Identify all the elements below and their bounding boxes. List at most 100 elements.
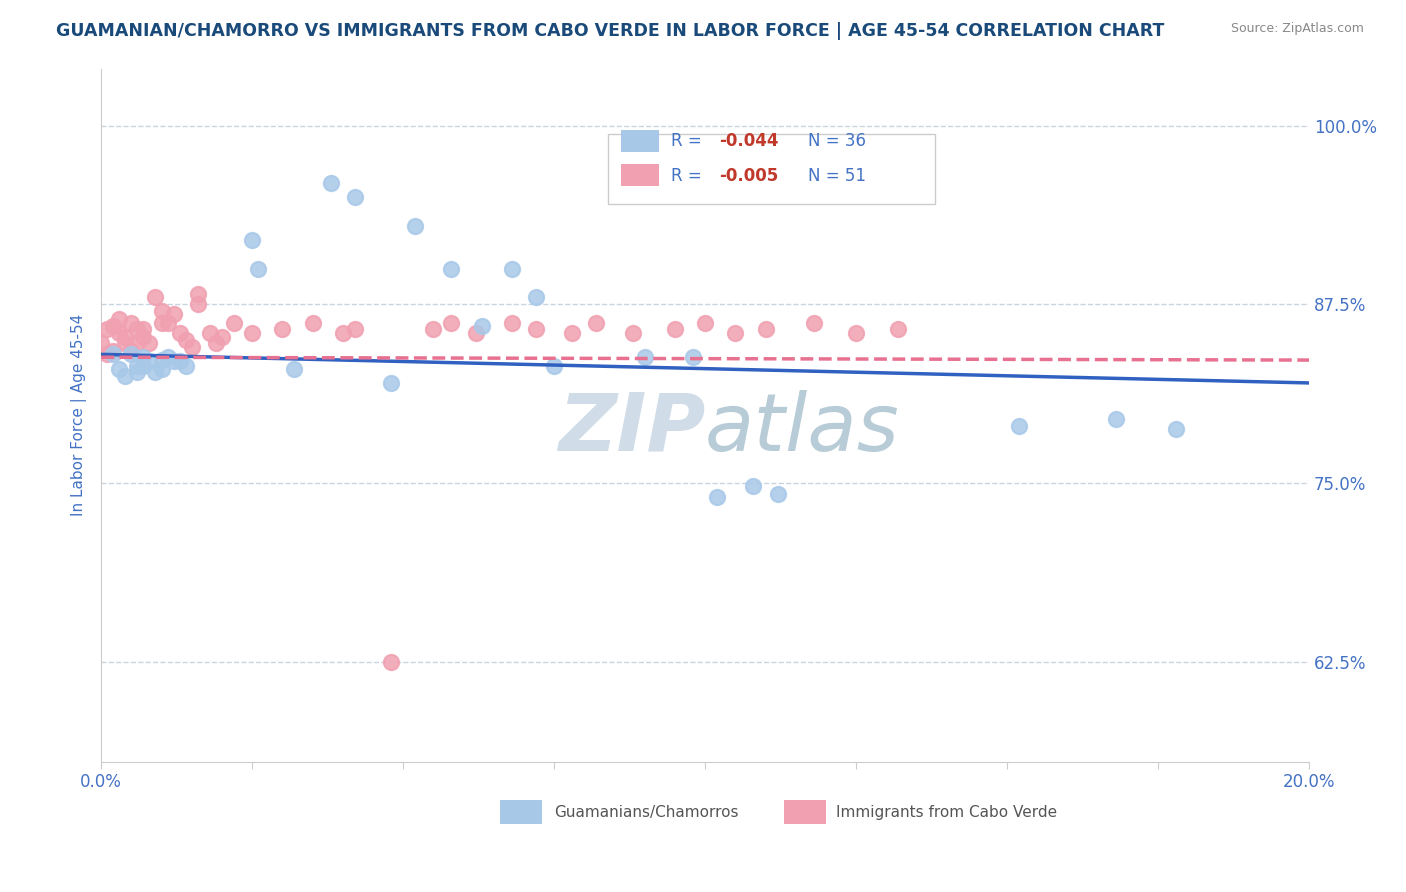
Point — [524, 321, 547, 335]
Point — [561, 326, 583, 340]
Point — [103, 318, 125, 333]
Point — [803, 316, 825, 330]
Y-axis label: In Labor Force | Age 45-54: In Labor Force | Age 45-54 — [72, 314, 87, 516]
Point — [174, 333, 197, 347]
Point — [343, 321, 366, 335]
Text: Source: ZipAtlas.com: Source: ZipAtlas.com — [1230, 22, 1364, 36]
Point — [222, 316, 245, 330]
Point — [440, 261, 463, 276]
Point — [114, 330, 136, 344]
Point — [127, 335, 149, 350]
Text: -0.005: -0.005 — [720, 167, 779, 185]
Text: ZIP: ZIP — [558, 390, 704, 468]
Point — [301, 316, 323, 330]
FancyBboxPatch shape — [609, 135, 935, 203]
Point — [211, 330, 233, 344]
Point — [524, 290, 547, 304]
Point — [1166, 422, 1188, 436]
Point — [150, 316, 173, 330]
Point — [240, 326, 263, 340]
Point — [108, 361, 131, 376]
Point — [664, 321, 686, 335]
Point — [162, 354, 184, 368]
Text: Guamanians/Chamorros: Guamanians/Chamorros — [554, 805, 738, 820]
Point — [156, 350, 179, 364]
FancyBboxPatch shape — [620, 129, 659, 152]
Point — [138, 335, 160, 350]
Point — [145, 364, 167, 378]
Point — [205, 335, 228, 350]
Point — [132, 321, 155, 335]
Point — [127, 364, 149, 378]
Point — [319, 176, 342, 190]
Point — [127, 359, 149, 373]
Point — [380, 655, 402, 669]
Point — [845, 326, 868, 340]
Point — [114, 368, 136, 383]
Point — [96, 321, 118, 335]
Point — [162, 307, 184, 321]
Point — [169, 354, 191, 368]
Point — [240, 233, 263, 247]
Point — [332, 326, 354, 340]
Point — [1105, 411, 1128, 425]
Point — [724, 326, 747, 340]
Text: N = 51: N = 51 — [808, 167, 866, 185]
Point — [621, 326, 644, 340]
Point — [169, 326, 191, 340]
FancyBboxPatch shape — [783, 800, 825, 824]
Point — [120, 344, 142, 359]
Point — [464, 326, 486, 340]
Point — [380, 376, 402, 390]
Point — [585, 316, 607, 330]
Text: atlas: atlas — [704, 390, 900, 468]
Point — [156, 316, 179, 330]
Point — [283, 361, 305, 376]
Text: N = 36: N = 36 — [808, 132, 866, 150]
Point — [634, 350, 657, 364]
Point — [766, 487, 789, 501]
Point — [543, 359, 565, 373]
Text: R =: R = — [671, 167, 707, 185]
Point — [198, 326, 221, 340]
Point — [150, 361, 173, 376]
Text: GUAMANIAN/CHAMORRO VS IMMIGRANTS FROM CABO VERDE IN LABOR FORCE | AGE 45-54 CORR: GUAMANIAN/CHAMORRO VS IMMIGRANTS FROM CA… — [56, 22, 1164, 40]
Point — [120, 347, 142, 361]
FancyBboxPatch shape — [620, 164, 659, 186]
Point — [108, 326, 131, 340]
Point — [343, 190, 366, 204]
Point — [132, 330, 155, 344]
Point — [1008, 418, 1031, 433]
Point — [471, 318, 494, 333]
Point — [90, 335, 112, 350]
Point — [132, 359, 155, 373]
Point — [145, 290, 167, 304]
Point — [114, 335, 136, 350]
Point — [103, 347, 125, 361]
Point — [132, 350, 155, 364]
Point — [138, 354, 160, 368]
Point — [187, 287, 209, 301]
Point — [180, 340, 202, 354]
FancyBboxPatch shape — [499, 800, 543, 824]
Point — [682, 350, 704, 364]
Text: Immigrants from Cabo Verde: Immigrants from Cabo Verde — [835, 805, 1057, 820]
Point — [174, 359, 197, 373]
Text: R =: R = — [671, 132, 707, 150]
Point — [247, 261, 270, 276]
Text: -0.044: -0.044 — [720, 132, 779, 150]
Point — [120, 316, 142, 330]
Point — [706, 490, 728, 504]
Point — [501, 316, 523, 330]
Point — [693, 316, 716, 330]
Point — [422, 321, 444, 335]
Point — [887, 321, 910, 335]
Point — [127, 321, 149, 335]
Point — [501, 261, 523, 276]
Point — [440, 316, 463, 330]
Point — [150, 304, 173, 318]
Point — [271, 321, 294, 335]
Point — [150, 353, 173, 368]
Point — [404, 219, 426, 233]
Point — [742, 479, 765, 493]
